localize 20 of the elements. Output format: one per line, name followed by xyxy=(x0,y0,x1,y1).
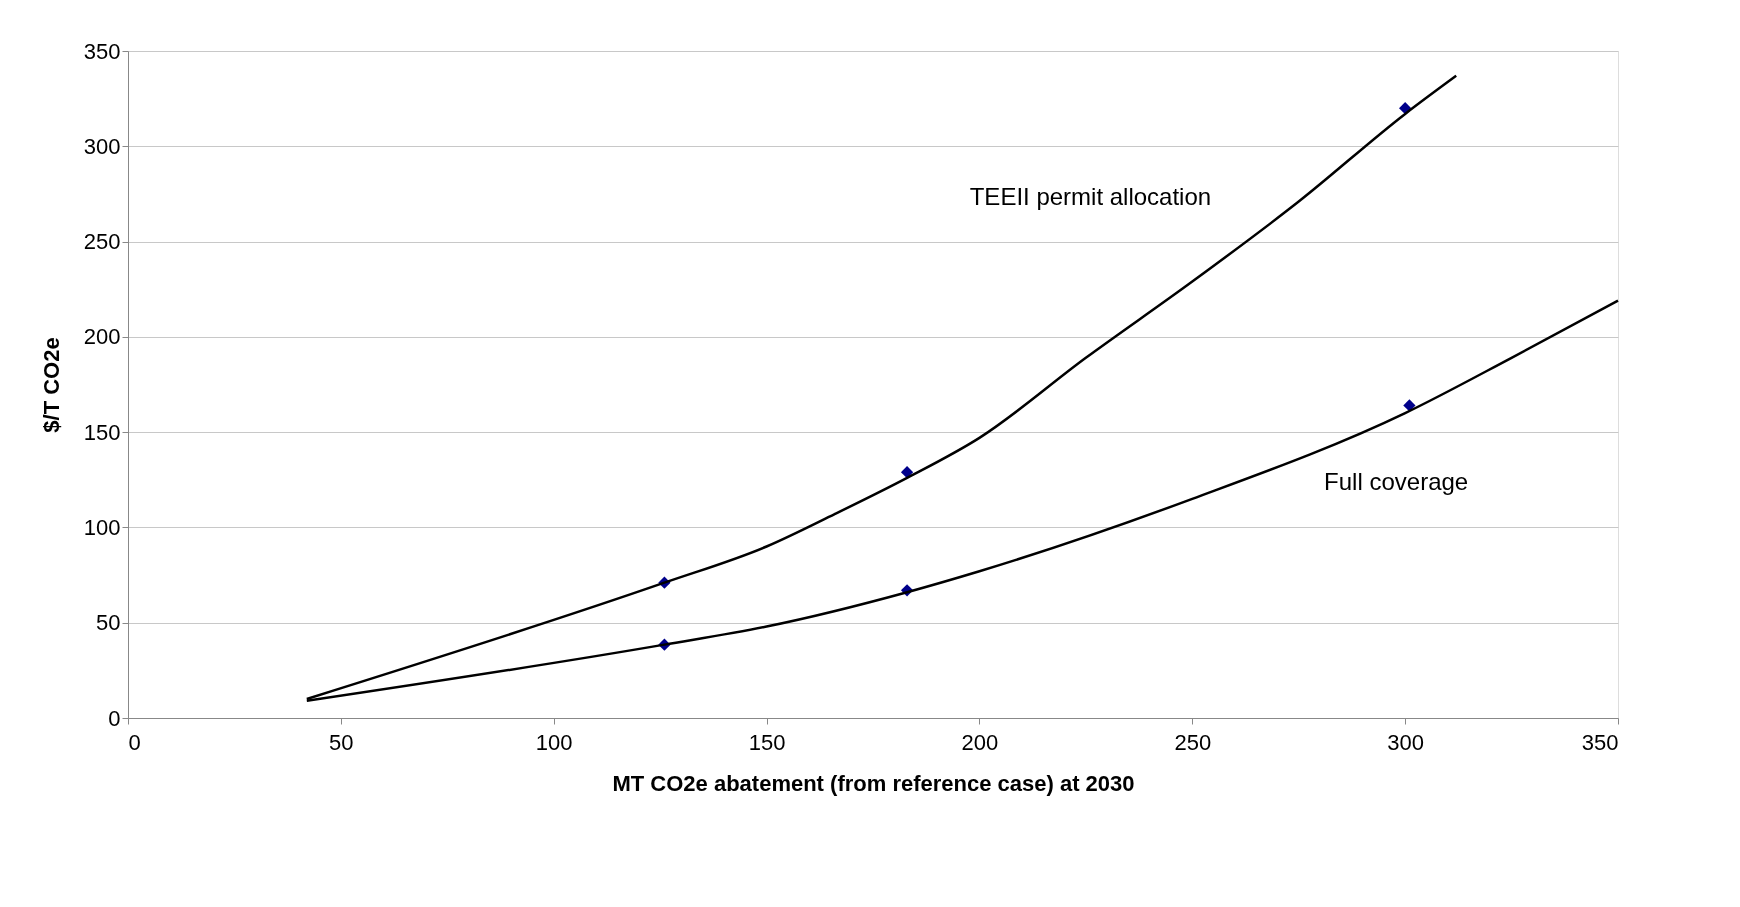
y-tick-label: 0 xyxy=(108,705,121,731)
series-label: TEEII permit allocation xyxy=(969,182,1212,210)
y-tick-label: 100 xyxy=(83,514,121,540)
y-tick-label: 300 xyxy=(83,133,121,159)
x-axis-title: MT CO2e abatement (from reference case) at 2030 xyxy=(612,770,1135,796)
y-axis-title: $/T CO2e xyxy=(38,337,64,433)
y-tick-label: 50 xyxy=(96,610,121,636)
x-tick-label: 350 xyxy=(1581,729,1619,755)
x-tick-label: 250 xyxy=(1174,729,1212,755)
x-tick-label: 0 xyxy=(128,729,141,755)
x-tick-label: 50 xyxy=(329,729,354,755)
x-tick-label: 300 xyxy=(1387,729,1424,755)
y-tick-label: 200 xyxy=(83,324,121,350)
x-tick-label: 200 xyxy=(961,729,999,755)
y-tick-label: 250 xyxy=(83,229,121,255)
x-tick-label: 150 xyxy=(748,729,786,755)
x-tick-label: 100 xyxy=(535,729,573,755)
y-tick-label: 350 xyxy=(83,38,121,64)
series-label: Full coverage xyxy=(1324,468,1469,496)
y-tick-label: 150 xyxy=(83,419,121,445)
